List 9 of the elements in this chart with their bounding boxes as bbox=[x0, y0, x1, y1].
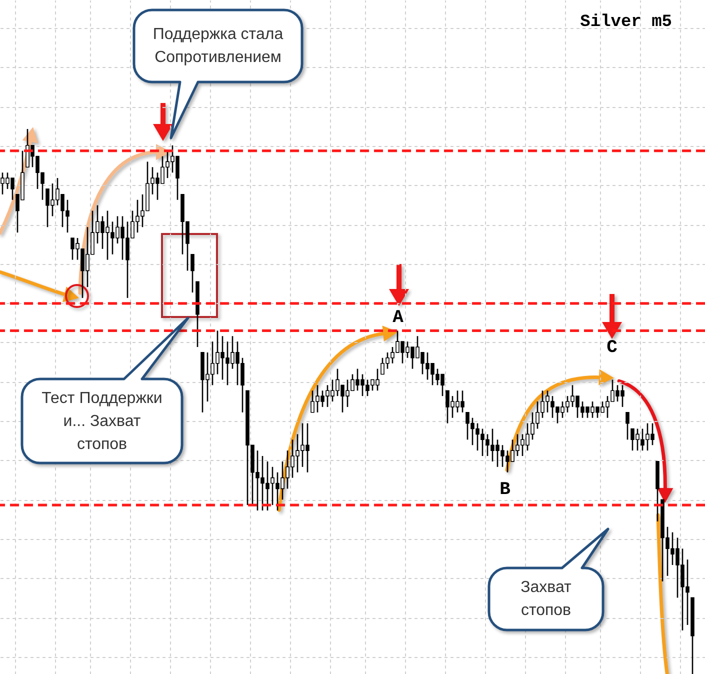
chart-title: Silver m5 bbox=[580, 13, 672, 33]
annotation: C bbox=[606, 338, 618, 358]
candlestick bbox=[626, 412, 630, 440]
annotation: Захват стопов bbox=[520, 578, 572, 621]
candlestick bbox=[190, 254, 194, 294]
annotation: Тест Поддержки и... Захват стопов bbox=[40, 388, 164, 454]
annotation: B bbox=[500, 480, 510, 500]
annotation: A bbox=[392, 308, 404, 328]
text: Поддержка стала Сопротивлением bbox=[152, 25, 284, 68]
